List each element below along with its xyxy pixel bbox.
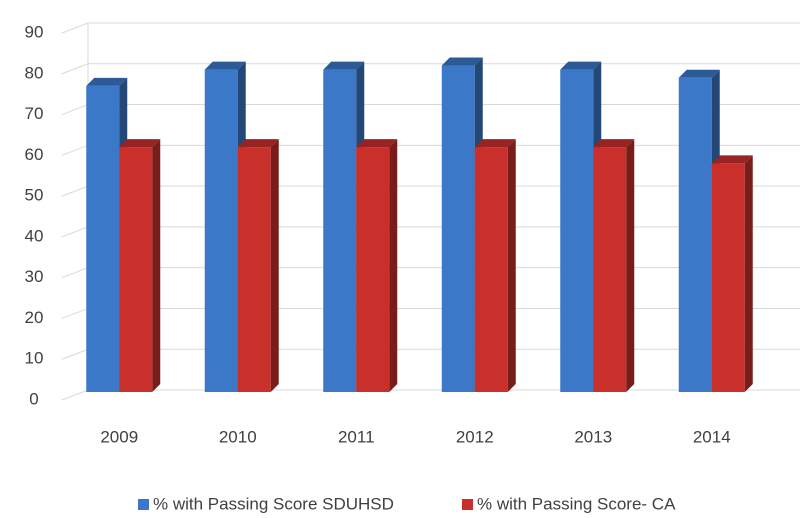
bar-top (323, 61, 365, 70)
x-tick-label: 2012 (456, 427, 494, 446)
y-tick-label: 70 (25, 104, 44, 123)
y-tick-label: 0 (29, 389, 38, 408)
bar-front (593, 147, 627, 392)
legend-label: % with Passing Score- CA (477, 494, 676, 513)
bar (119, 139, 161, 392)
bar-front (356, 147, 390, 392)
bar-front (560, 69, 594, 392)
bar-front (323, 69, 357, 392)
labels: 0 10 20 30 40 50 60 70 80 90 2009 2010 2011 2012 2013 2… (25, 22, 731, 446)
bar-top (474, 139, 516, 148)
bar-top (356, 139, 398, 148)
y-tick-label: 20 (25, 308, 44, 327)
y-tick-label: 90 (25, 22, 44, 41)
bar-front (237, 147, 271, 392)
x-tick-label: 2009 (100, 427, 138, 446)
bar-side (744, 155, 753, 392)
bar-side (626, 139, 635, 392)
bar-top (560, 61, 602, 70)
bar-side (507, 139, 516, 392)
bars (86, 57, 753, 393)
bar-top (86, 77, 128, 86)
bar-top (678, 69, 720, 78)
legend-swatch (462, 499, 473, 510)
bar-front (119, 147, 153, 392)
bar-front (711, 163, 745, 392)
bar-top (593, 139, 635, 148)
bar-top (237, 139, 279, 148)
bar-top (711, 155, 753, 164)
y-tick-label: 40 (25, 226, 44, 245)
grid-line (61, 22, 800, 34)
legend-label: % with Passing Score SDUHSD (153, 494, 394, 513)
x-tick-label: 2013 (574, 427, 612, 446)
bar (593, 139, 635, 392)
bar (711, 155, 753, 392)
bar (237, 139, 279, 392)
bar-front (204, 69, 238, 392)
bar-side (152, 139, 161, 392)
bar-front (474, 147, 508, 392)
y-tick-label: 10 (25, 349, 44, 368)
bar (474, 139, 516, 392)
legend-swatch (138, 499, 149, 510)
y-tick-label: 60 (25, 145, 44, 164)
legend: % with Passing Score SDUHSD % with Passin… (138, 494, 676, 513)
bar-top (204, 61, 246, 70)
bar-front (441, 65, 475, 393)
x-tick-label: 2010 (219, 427, 257, 446)
y-tick-label: 50 (25, 186, 44, 205)
bar-front (678, 77, 712, 393)
y-tick-label: 80 (25, 63, 44, 82)
bar-top (119, 139, 161, 148)
bar-front (86, 85, 120, 392)
bar-side (270, 139, 279, 392)
x-tick-label: 2014 (693, 427, 731, 446)
bar-top (441, 57, 483, 66)
bar-side (389, 139, 398, 392)
x-tick-label: 2011 (338, 427, 375, 446)
y-tick-label: 30 (25, 267, 44, 286)
bar (356, 139, 398, 392)
